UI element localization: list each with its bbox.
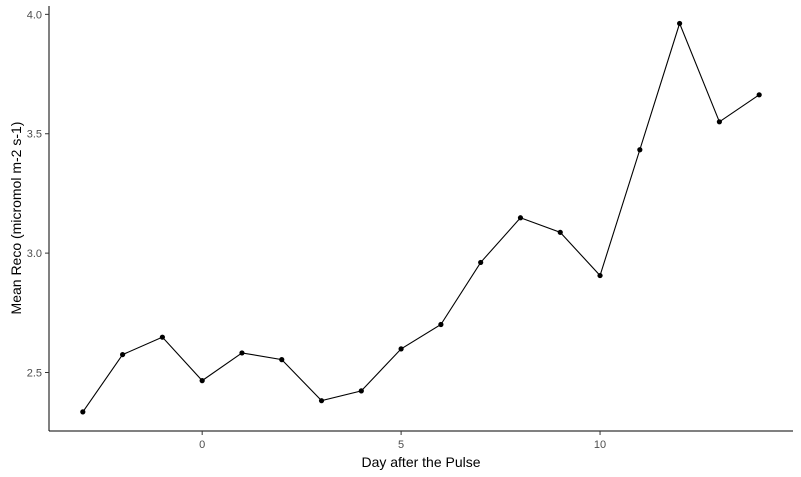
- x-axis-title: Day after the Pulse: [361, 454, 480, 470]
- data-point: [358, 388, 364, 394]
- y-axis-title: Mean Reco (micromol m-2 s-1): [8, 122, 24, 315]
- data-point: [517, 215, 524, 221]
- x-tick-label: 10: [594, 439, 606, 451]
- data-point: [677, 20, 683, 27]
- data-point: [438, 321, 444, 328]
- data-point: [398, 346, 404, 352]
- y-tick-label: 3.5: [27, 129, 42, 141]
- data-point: [239, 350, 245, 356]
- plot-area: [80, 20, 762, 415]
- data-point: [478, 259, 484, 266]
- x-tick-label: 0: [199, 439, 205, 451]
- data-point: [159, 334, 165, 340]
- data-point: [756, 92, 762, 98]
- series-line: [82, 21, 760, 413]
- data-point: [318, 398, 325, 404]
- data-point: [279, 357, 285, 363]
- data-point: [597, 272, 603, 279]
- data-point: [199, 378, 205, 384]
- axes: 2.5 3.0 3.5 4.0 0 5 10: [27, 6, 793, 451]
- data-point: [80, 409, 86, 415]
- y-tick-label: 3.0: [27, 248, 42, 260]
- data-point: [716, 119, 722, 125]
- data-point: [637, 147, 643, 153]
- data-point: [120, 351, 126, 358]
- y-tick-label: 2.5: [27, 368, 42, 380]
- y-tick-label: 4.0: [27, 9, 42, 21]
- x-tick-label: 5: [398, 439, 404, 451]
- y-axis-ticks: 2.5 3.0 3.5 4.0: [27, 9, 49, 380]
- data-point: [557, 229, 563, 235]
- x-axis-ticks: 0 5 10: [199, 431, 606, 451]
